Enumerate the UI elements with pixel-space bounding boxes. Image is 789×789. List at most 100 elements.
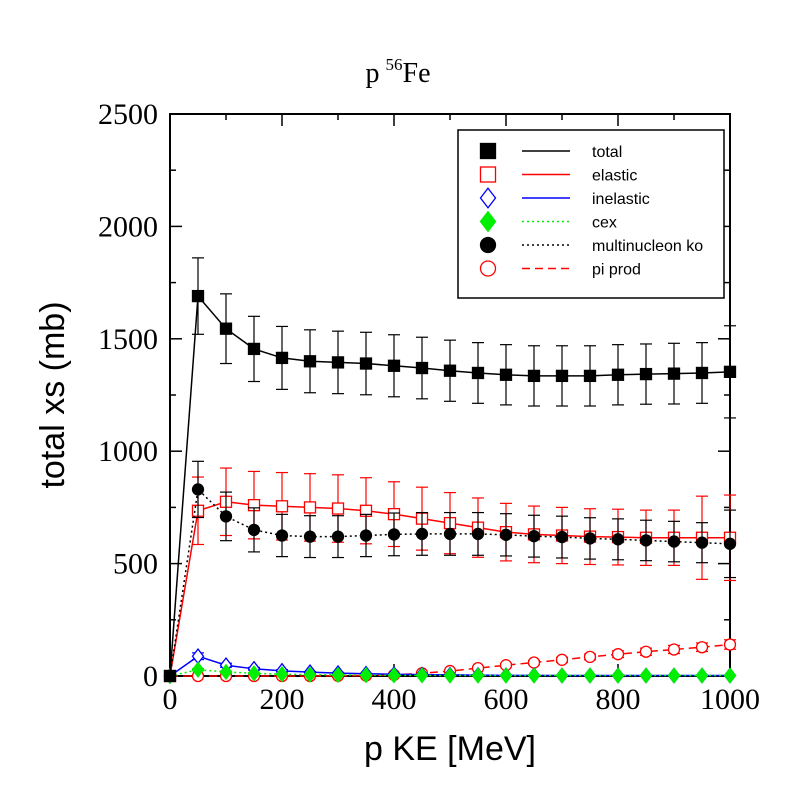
series-multinucleon-ko xyxy=(163,460,737,683)
data-point xyxy=(527,656,541,669)
data-point xyxy=(527,530,541,543)
data-point xyxy=(219,322,233,335)
series-layer xyxy=(163,257,737,685)
data-point xyxy=(695,536,709,549)
data-point xyxy=(555,530,569,544)
data-point xyxy=(471,366,485,380)
data-point xyxy=(583,532,597,545)
data-point xyxy=(331,530,345,543)
data-point xyxy=(415,527,429,541)
data-point xyxy=(443,527,457,541)
data-point xyxy=(667,367,681,380)
data-point xyxy=(583,667,597,684)
data-point xyxy=(275,665,289,683)
data-point xyxy=(387,359,401,372)
legend-item: cex xyxy=(479,210,617,233)
data-point xyxy=(723,365,737,378)
data-point xyxy=(555,653,569,666)
data-point xyxy=(611,368,625,381)
data-point xyxy=(639,367,653,381)
y-axis-label: total xs (mb) xyxy=(34,301,72,488)
data-point xyxy=(275,500,289,513)
legend-label: pi prod xyxy=(592,262,641,279)
data-point xyxy=(303,355,317,368)
data-point xyxy=(443,364,457,377)
data-point xyxy=(303,666,317,683)
series-total xyxy=(163,257,737,683)
x-tick-label: 1000 xyxy=(700,683,760,716)
chart-title: p 56Fe xyxy=(366,55,431,89)
data-point xyxy=(387,667,401,684)
data-point xyxy=(275,351,289,365)
legend-marker xyxy=(479,187,497,209)
data-point xyxy=(499,528,513,541)
data-point xyxy=(695,366,709,380)
legend-item: inelastic xyxy=(479,187,650,209)
title-superscript: 56 xyxy=(386,55,403,74)
title-suffix: Fe xyxy=(403,58,431,89)
data-point xyxy=(555,667,569,684)
y-tick-label: 1500 xyxy=(98,323,158,356)
legend-marker xyxy=(479,210,497,233)
legend-label: multinucleon ko xyxy=(592,238,703,255)
data-point xyxy=(247,342,261,356)
legend-item: pi prod xyxy=(479,260,641,279)
y-tick-label: 500 xyxy=(113,548,158,581)
data-point xyxy=(667,535,681,548)
legend-item: elastic xyxy=(479,166,637,185)
legend-label: total xyxy=(592,144,622,161)
data-point xyxy=(639,645,653,658)
legend-marker xyxy=(479,166,497,183)
data-point xyxy=(471,527,485,541)
data-point xyxy=(191,661,205,678)
data-point xyxy=(331,666,345,684)
data-point xyxy=(359,357,373,370)
data-point xyxy=(443,667,457,684)
data-point xyxy=(639,667,653,684)
data-point xyxy=(639,534,653,547)
legend-label: elastic xyxy=(592,168,637,185)
data-point xyxy=(359,666,373,684)
data-point xyxy=(611,667,625,684)
legend-marker xyxy=(479,142,497,160)
data-point xyxy=(247,665,261,682)
legend-marker xyxy=(479,236,497,254)
data-point xyxy=(303,501,317,514)
x-tick-label: 0 xyxy=(163,683,178,716)
data-point xyxy=(695,667,709,684)
title-main: p xyxy=(366,58,380,89)
data-point xyxy=(163,669,177,683)
data-point xyxy=(303,530,317,543)
legend-item: multinucleon ko xyxy=(479,236,703,255)
y-tick-label: 2500 xyxy=(98,98,158,131)
legend-label: cex xyxy=(592,215,617,232)
data-point xyxy=(331,356,345,369)
data-point xyxy=(275,529,289,542)
legend-marker xyxy=(479,260,497,277)
data-point xyxy=(359,529,373,542)
x-tick-label: 400 xyxy=(372,683,417,716)
data-point xyxy=(723,667,737,684)
data-point xyxy=(415,667,429,684)
data-point xyxy=(583,369,597,383)
data-point xyxy=(191,289,205,303)
data-point xyxy=(667,667,681,684)
y-tick-label: 2000 xyxy=(98,210,158,243)
data-point xyxy=(527,667,541,684)
data-point xyxy=(499,368,513,381)
legend: total elastic inelastic cex multinucleon ko p… xyxy=(457,129,725,299)
data-point xyxy=(219,510,233,523)
data-point xyxy=(723,537,737,550)
data-point xyxy=(191,648,205,665)
data-point xyxy=(415,361,429,375)
data-point xyxy=(695,641,709,654)
y-tick-label: 1000 xyxy=(98,435,158,468)
series-cex xyxy=(163,661,737,685)
data-point xyxy=(499,667,513,684)
data-point xyxy=(331,502,345,515)
legend-box xyxy=(457,129,725,299)
data-point xyxy=(723,638,737,651)
data-point xyxy=(247,523,261,537)
legend-item: total xyxy=(479,142,622,161)
